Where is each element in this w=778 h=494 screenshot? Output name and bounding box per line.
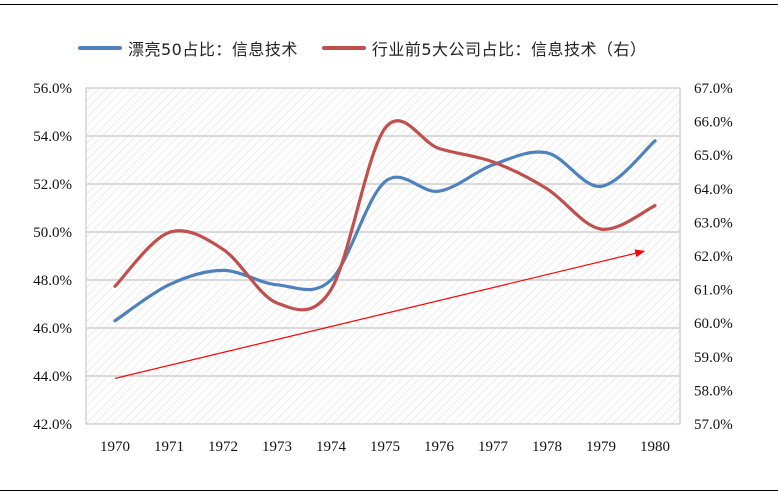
legend-item-series-1: 漂亮50占比：信息技术	[78, 36, 298, 60]
left-tick-label: 54.0%	[33, 129, 72, 145]
x-tick-label: 1978	[532, 439, 562, 455]
legend-label-series-2: 行业前5大公司占比：信息技术（右）	[371, 40, 647, 59]
right-tick-label: 65.0%	[694, 148, 733, 164]
legend-swatch-series-1	[78, 46, 122, 50]
left-tick-label: 52.0%	[33, 177, 72, 193]
x-tick-label: 1972	[208, 439, 238, 455]
x-tick-label: 1973	[262, 439, 292, 455]
top-rule	[0, 4, 778, 5]
left-tick-label: 48.0%	[33, 273, 72, 289]
left-tick-label: 56.0%	[33, 81, 72, 97]
legend-item-series-2: 行业前5大公司占比：信息技术（右）	[321, 36, 647, 60]
x-tick-label: 1974	[316, 439, 347, 455]
series-line-1	[113, 139, 657, 323]
trend-arrow-annotation	[114, 249, 646, 379]
left-tick-label: 44.0%	[33, 369, 72, 385]
x-tick-label: 1979	[586, 439, 616, 455]
x-axis: 1970 1971 1972 1973 1974 1975 1976 1977 1978 1979…	[100, 439, 670, 455]
trend-arrow	[114, 249, 646, 379]
left-tick-label: 50.0%	[33, 225, 72, 241]
right-tick-label: 67.0%	[694, 81, 733, 97]
right-y-axis: 57.0% 58.0% 59.0% 60.0% 61.0% 62.0% 63.0% 64.0%…	[694, 81, 733, 433]
legend-swatch-series-2	[321, 46, 366, 50]
legend-label-series-1: 漂亮50占比：信息技术	[128, 40, 298, 59]
right-tick-label: 58.0%	[694, 383, 733, 399]
legend: 漂亮50占比：信息技术 行业前5大公司占比：信息技术（右）	[78, 36, 671, 60]
series-lines	[113, 119, 657, 323]
right-tick-label: 62.0%	[694, 249, 733, 265]
x-tick-label: 1975	[370, 439, 400, 455]
x-tick-label: 1971	[154, 439, 184, 455]
right-tick-label: 60.0%	[694, 316, 733, 332]
x-tick-label: 1970	[100, 439, 130, 455]
x-tick-label: 1976	[424, 439, 455, 455]
x-tick-label: 1977	[478, 439, 509, 455]
bottom-rule	[0, 490, 778, 491]
left-tick-label: 42.0%	[33, 417, 72, 433]
left-y-axis: 42.0% 44.0% 46.0% 48.0% 50.0% 52.0% 54.0% 56.0%	[33, 81, 72, 433]
plot-area	[85, 87, 681, 425]
right-tick-label: 61.0%	[694, 283, 733, 299]
right-tick-label: 63.0%	[694, 215, 733, 231]
right-tick-label: 66.0%	[694, 115, 733, 131]
right-tick-label: 64.0%	[694, 182, 733, 198]
x-tick-label: 1980	[640, 439, 670, 455]
left-tick-label: 46.0%	[33, 321, 72, 337]
series-line-2	[113, 119, 657, 312]
right-tick-label: 57.0%	[694, 417, 733, 433]
right-tick-label: 59.0%	[694, 350, 733, 366]
